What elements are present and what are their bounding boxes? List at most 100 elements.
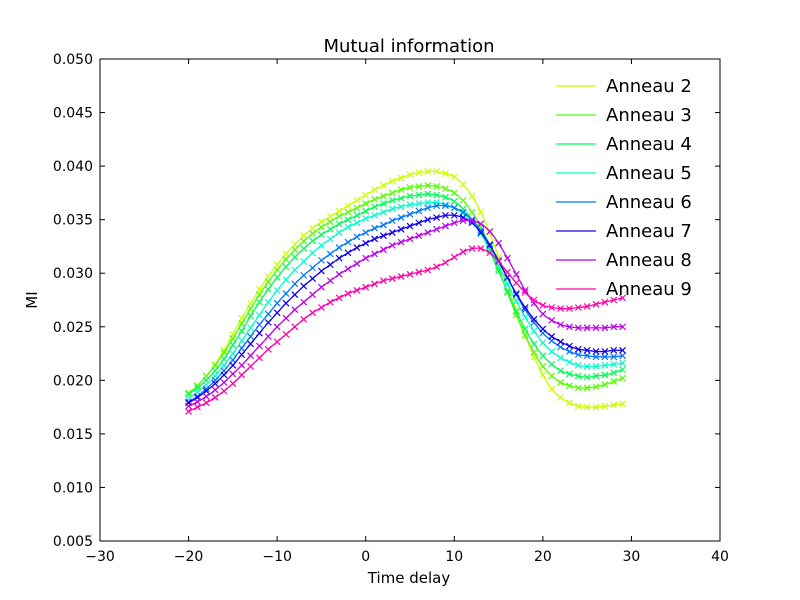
data-point [442,202,449,210]
data-point [229,335,237,342]
data-point [477,229,485,236]
data-point [371,224,378,232]
data-point [566,370,573,378]
data-point [557,321,564,329]
data-point [211,386,219,394]
data-point [380,181,387,189]
data-point [256,329,263,337]
data-point [557,338,564,346]
data-point [583,303,591,310]
data-point [539,301,547,309]
data-point [344,223,352,231]
data-point [326,261,334,269]
data-point [256,298,263,306]
data-point [592,300,600,308]
data-point [619,294,626,302]
legend-label: Anneau 2 [606,76,692,97]
data-point [415,183,423,190]
data-point [326,213,334,220]
data-point [353,219,361,227]
data-point [388,196,396,204]
data-point [353,204,361,212]
data-point [486,249,494,257]
chart-title: Mutual information [323,36,494,57]
data-point [309,230,316,238]
data-point [282,299,290,307]
data-point [326,250,334,258]
x-tick-label: 10 [445,549,463,565]
data-point [273,309,281,317]
x-axis-title: Time delay [367,569,451,587]
data-point [318,218,325,226]
data-point [300,258,308,265]
data-point [309,264,316,272]
data-point [406,270,414,278]
legend-item-anneau-7: Anneau 7 [556,221,692,242]
data-point [548,372,556,380]
data-point [574,324,582,332]
data-point [185,407,192,415]
data-point [238,337,246,345]
data-point [424,229,432,236]
data-point [450,204,458,212]
data-point [353,260,361,268]
legend-item-anneau-4: Anneau 4 [556,134,692,155]
data-point [282,255,290,263]
data-point [610,369,618,377]
data-point [557,379,564,386]
data-point [424,181,432,189]
data-point [388,275,396,283]
x-tick-label: −30 [85,549,115,565]
data-point [291,291,299,299]
data-point [344,208,352,216]
legend: Anneau 2 Anneau 3 Anneau 4 Anneau 5 Anneau 6… [556,76,692,300]
series-markers-anneau-5 [185,199,626,402]
data-point [380,208,387,216]
data-point [557,394,564,401]
data-point [574,351,582,359]
y-tick-label: 0.025 [53,320,93,336]
data-point [353,211,361,219]
data-point [566,347,573,355]
data-point [353,286,361,294]
data-point [229,341,237,349]
data-point [477,220,485,228]
data-point [619,359,626,367]
data-point [335,270,343,278]
data-point [521,304,529,311]
data-point [202,392,210,400]
data-point [539,339,547,347]
data-point [406,192,414,200]
x-tick-label: −20 [174,549,204,565]
data-point [362,229,370,236]
data-point [566,342,573,350]
data-point [220,349,228,356]
data-point [264,310,272,318]
data-point [238,351,246,359]
data-point [380,192,387,200]
data-point [450,189,458,197]
data-point [610,377,618,385]
data-point [291,280,299,288]
legend-label: Anneau 7 [606,221,692,242]
data-point [220,361,228,369]
legend-item-anneau-6: Anneau 6 [556,192,692,213]
data-point [282,276,290,284]
series-group [185,168,626,415]
data-point [433,191,440,199]
data-point [344,249,352,257]
y-tick-label: 0.035 [53,213,93,229]
axes: −30 −20 −10 0 10 20 30 40 0.005 0.010 0.015 0.020 0.… [53,52,729,565]
data-point [247,340,254,348]
data-point [335,254,343,262]
data-point [362,239,370,247]
data-point [388,217,396,225]
data-point [539,310,547,318]
data-point [548,316,556,324]
data-point [433,225,440,233]
data-point [601,361,609,369]
data-point [291,246,299,254]
data-point [273,338,281,346]
data-point [264,332,272,340]
